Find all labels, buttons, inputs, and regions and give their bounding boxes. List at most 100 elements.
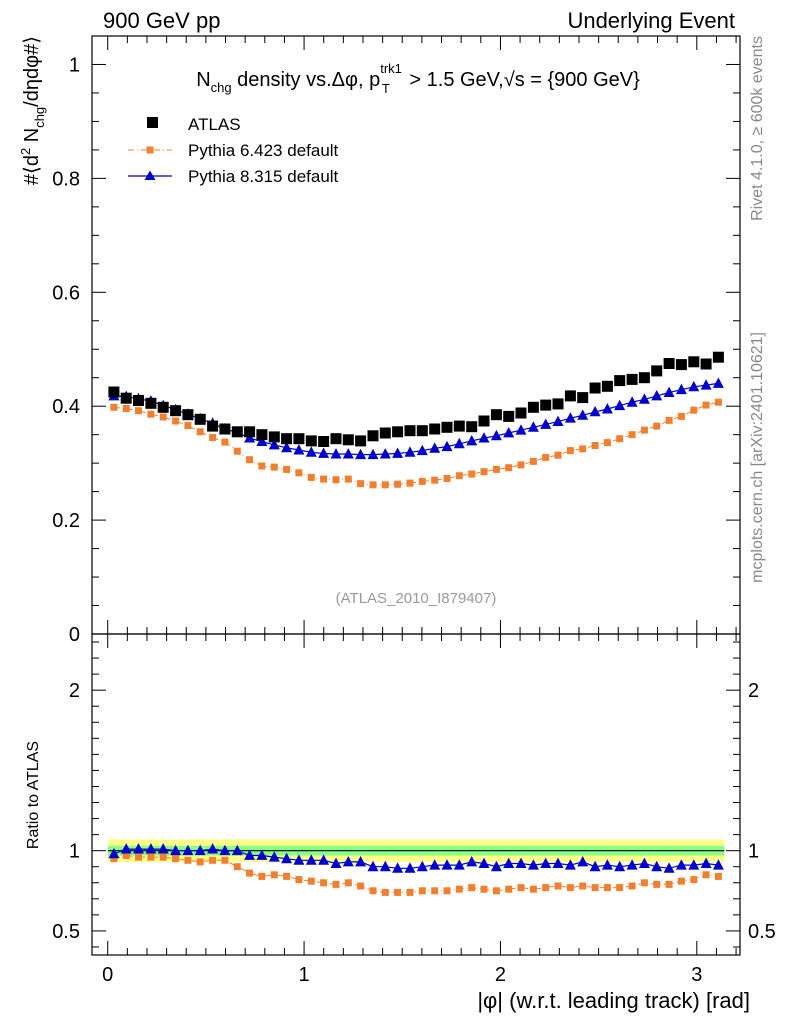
pythia6-point — [566, 447, 574, 455]
ratio-pythia8-point — [688, 859, 700, 870]
ratio-pythia6-point — [579, 882, 587, 890]
pythia6-point — [505, 464, 513, 472]
ratio-pythia6-point — [122, 852, 130, 859]
pythia8-point — [305, 446, 317, 457]
ratio-pythia8-point — [330, 857, 342, 868]
ratio-pythia6-point — [517, 884, 525, 892]
pythia6-point — [233, 447, 241, 455]
atlas-point — [182, 409, 194, 421]
pythia6-point — [677, 412, 685, 420]
pythia8-point — [268, 439, 280, 450]
pythia8-point — [626, 396, 638, 407]
ratio-pythia6-point — [529, 885, 537, 893]
pythia6-point — [283, 465, 291, 473]
pythia8-point — [256, 435, 268, 446]
ratio-pythia6-point — [616, 884, 624, 892]
ratio-ytick-label-right: 2 — [748, 680, 759, 702]
ratio-pythia8-point — [490, 860, 502, 872]
atlas-point — [244, 426, 256, 438]
atlas-point — [305, 435, 317, 447]
ylabel-c: /dηdφ#⟩ — [21, 36, 43, 107]
pythia6-point — [320, 475, 328, 483]
pythia8-point — [503, 427, 515, 438]
ratio-pythia6-point — [381, 888, 389, 896]
pythia6-point — [344, 475, 352, 483]
pythia6-point — [517, 461, 525, 469]
pythia8-point — [478, 432, 490, 443]
pythia6-point — [209, 434, 217, 441]
pythia6-point — [480, 468, 488, 476]
ratio-pythia6-point — [702, 871, 710, 879]
pythia8-point — [540, 418, 552, 429]
pythia6-point — [246, 456, 254, 464]
ratio-pythia6-point — [233, 863, 241, 871]
pythia8-point — [392, 447, 404, 458]
ratio-pythia6-point — [653, 880, 661, 888]
atlas-point — [194, 413, 206, 425]
atlas-point — [540, 399, 552, 411]
ratio-pythia8-point — [552, 857, 564, 868]
main-ytick-label: 0 — [69, 624, 80, 646]
ratio-pythia8-point — [170, 844, 182, 856]
ratio-pythia8-point — [712, 859, 724, 870]
ratio-pythia6-point — [320, 879, 328, 887]
mcplots-label: mcplots.cern.ch [arXiv:2401.10621] — [749, 332, 766, 583]
pythia8-point — [552, 415, 564, 426]
ratio-pythia6-point — [455, 885, 463, 893]
title-prefix: N — [196, 69, 210, 91]
xtick-label: 1 — [299, 964, 310, 986]
pythia8-point — [601, 403, 613, 414]
ratio-pythia6-point — [344, 879, 352, 887]
ratio-pythia8-point — [207, 843, 219, 854]
ratio-pythia6-point — [418, 887, 426, 895]
pythia8-point — [651, 390, 663, 401]
pythia6-point — [332, 476, 340, 484]
pythia8-point — [564, 412, 576, 423]
ratio-pythia6-point — [566, 884, 574, 892]
y-axis-label-ratio: Ratio to ATLAS — [25, 741, 42, 849]
atlas-point — [256, 429, 268, 441]
ratio-pythia8-point — [589, 860, 601, 872]
ratio-pythia6-point — [147, 853, 155, 861]
ratio-pythia8-point — [626, 859, 638, 870]
ratio-ytick-label-right: 0.5 — [748, 921, 776, 943]
header-right: Underlying Event — [567, 8, 735, 33]
main-ytick-label: 0.6 — [52, 282, 80, 304]
pythia6-point — [468, 470, 476, 478]
ratio-pythia6-point — [357, 882, 365, 890]
ratio-pythia8-point — [231, 844, 243, 856]
pythia8-point — [700, 379, 712, 390]
ratio-pythia8-point — [614, 860, 626, 872]
ratio-ytick-label-left: 0.5 — [52, 921, 80, 943]
atlas-point — [490, 409, 502, 421]
atlas-point — [515, 407, 527, 419]
legend-atlas-label: ATLAS — [188, 115, 241, 134]
ratio-pythia6-point — [677, 877, 685, 885]
pythia8-point — [342, 448, 354, 459]
ratio-pythia6-point — [369, 887, 377, 895]
atlas-point — [207, 420, 219, 432]
pythia8-point — [293, 444, 305, 455]
pythia6-point — [381, 481, 389, 489]
xtick-label: 2 — [495, 964, 506, 986]
atlas-point — [355, 435, 367, 447]
atlas-point — [429, 423, 441, 435]
pythia6-point — [702, 401, 710, 409]
pythia8-point — [281, 441, 293, 453]
ratio-pythia8-point — [268, 851, 280, 862]
ratio-plot-frame — [91, 633, 741, 956]
rivet-label: Rivet 4.1.0, ≥ 600k events — [749, 36, 766, 221]
atlas-point — [170, 405, 182, 417]
ratio-pythia8-point — [392, 862, 404, 873]
title-sub1: chg — [211, 80, 232, 95]
pythia6-point — [492, 465, 500, 473]
atlas-point — [577, 392, 589, 404]
atlas-point — [651, 365, 663, 377]
atlas-point — [601, 380, 613, 392]
atlas-point — [108, 386, 120, 398]
ratio-pythia8-point — [379, 860, 391, 872]
pythia6-point — [295, 469, 303, 477]
atlas-point — [441, 421, 453, 433]
analysis-watermark: (ATLAS_2010_I879407) — [336, 590, 497, 607]
